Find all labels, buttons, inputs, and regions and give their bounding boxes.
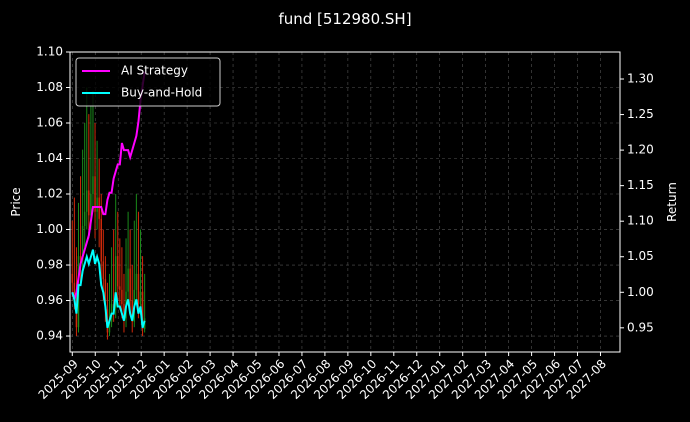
candle-body [90, 194, 92, 216]
y-tick-label: 0.98 [36, 258, 63, 272]
candle-body [104, 279, 107, 310]
y-axis-label: Price [9, 187, 23, 216]
candle-body [135, 273, 138, 290]
candle-body [73, 282, 76, 297]
y-tick-label: 0.94 [36, 329, 63, 343]
y2-tick-label: 1.15 [627, 178, 654, 192]
candle-body [98, 197, 100, 219]
candle-body [102, 261, 105, 280]
y-tick-label: 1.06 [36, 116, 63, 130]
y2-tick-label: 1.10 [627, 214, 654, 228]
candle-body [100, 218, 102, 262]
y2-axis-label: Return [665, 182, 679, 222]
candle-body [119, 286, 121, 290]
y2-tick-label: 1.20 [627, 143, 654, 157]
y-tick-label: 1.08 [36, 80, 63, 94]
candle-body [88, 190, 90, 216]
line-series [71, 249, 146, 329]
candle-body [137, 273, 140, 305]
y2-tick-label: 1.25 [627, 107, 654, 121]
y2-tick-label: 0.95 [627, 320, 654, 334]
candle-body [71, 273, 74, 283]
y-tick-label: 1.10 [36, 45, 63, 59]
chart-title: fund [512980.SH] [278, 10, 411, 28]
candle-body [117, 256, 119, 287]
candle-body [92, 176, 94, 195]
y2-tick-label: 1.30 [627, 72, 654, 86]
candle-body [86, 190, 88, 212]
plot-frame [69, 51, 621, 353]
y2-tick-label: 1.05 [627, 249, 654, 263]
candle-body [121, 289, 123, 305]
candle-body [114, 256, 117, 308]
y-tick-label: 1.02 [36, 187, 63, 201]
candle-body [94, 176, 96, 212]
candle-body [96, 197, 98, 212]
candle-body [108, 321, 111, 333]
y2-tick-label: 1.00 [627, 285, 654, 299]
candle-body [81, 225, 84, 260]
candle-body [139, 291, 142, 305]
y-tick-label: 0.96 [36, 293, 63, 307]
candle-body [79, 256, 82, 260]
candle-body [123, 304, 125, 319]
candle-body [127, 268, 129, 292]
y-tick-label: 1.00 [36, 222, 63, 236]
candle-body [83, 211, 86, 226]
y-tick-label: 1.04 [36, 151, 63, 165]
legend-label: AI Strategy [121, 64, 188, 78]
candle-body [131, 300, 133, 322]
candle-body [129, 268, 131, 301]
line-series [71, 71, 146, 303]
legend-label: Buy-and-Hold [121, 86, 202, 100]
legend-box [75, 57, 221, 107]
candle-body [141, 291, 144, 329]
